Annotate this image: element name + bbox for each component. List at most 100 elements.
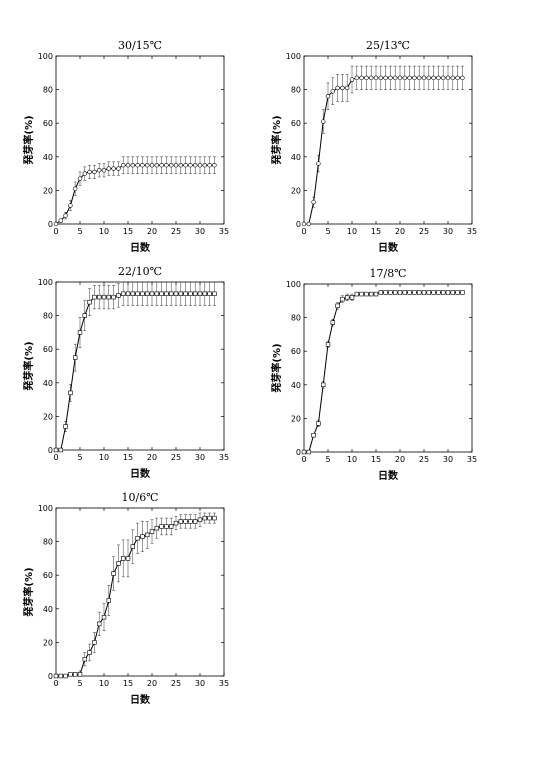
data-point — [345, 295, 350, 300]
y-tick-label: 60 — [43, 119, 53, 128]
series-line — [55, 164, 215, 225]
x-tick-label: 10 — [347, 227, 357, 236]
chart-30-15: 30/15℃ 0 5 10 15 20 25 30 35 0 20 40 60 80 100 日数 発芽率(%) — [10, 34, 250, 264]
data-point — [68, 672, 73, 677]
y-tick-label: 40 — [43, 153, 53, 162]
chart-17-8: 17/8℃ 0 5 10 15 20 25 30 35 0 20 40 60 80 100 日数 発芽率(%) — [258, 262, 498, 492]
data-point — [92, 640, 97, 645]
data-point — [426, 290, 431, 295]
y-tick-label: 60 — [43, 345, 53, 354]
data-point — [106, 598, 112, 603]
data-point — [197, 517, 203, 522]
x-tick-label: 15 — [123, 679, 133, 688]
y-tick-label: 40 — [291, 153, 301, 162]
series-line — [304, 291, 463, 453]
data-point — [135, 291, 140, 296]
data-point — [77, 672, 83, 677]
x-axis-label: 日数 — [130, 467, 151, 480]
x-tick-label: 20 — [147, 227, 157, 236]
data-point — [72, 672, 78, 677]
chart-title: 25/13℃ — [366, 39, 410, 52]
data-point — [301, 221, 307, 227]
data-point — [193, 291, 198, 296]
x-tick-label: 5 — [325, 455, 330, 464]
data-point — [178, 163, 184, 168]
data-point — [111, 571, 116, 576]
data-point — [301, 449, 307, 455]
data-point — [53, 447, 59, 453]
data-point — [173, 291, 179, 296]
y-tick-label: 40 — [43, 379, 53, 388]
chart-svg-17-8: 17/8℃ 0 5 10 15 20 25 30 35 0 20 40 60 80 100 日数 発芽率(%) — [270, 267, 477, 482]
data-point — [212, 291, 217, 296]
data-point — [426, 75, 432, 81]
data-point — [450, 75, 456, 81]
series-line — [304, 77, 463, 225]
data-point — [407, 290, 412, 295]
chart-svg-25-13: 25/13℃ 0 5 10 15 20 25 30 35 0 20 40 60 80 100 日数 発芽率(%) — [270, 39, 477, 254]
data-point — [53, 673, 59, 679]
data-point — [125, 556, 131, 561]
data-point — [140, 291, 145, 296]
data-point — [316, 161, 321, 166]
data-point — [77, 330, 83, 335]
data-point — [97, 294, 102, 300]
data-point — [359, 291, 364, 297]
data-point — [101, 615, 107, 620]
data-point — [96, 168, 102, 173]
data-point — [431, 290, 436, 295]
data-point — [145, 291, 150, 296]
data-point — [207, 163, 212, 168]
x-tick-label: 0 — [301, 227, 306, 236]
data-point — [111, 294, 116, 300]
data-point — [441, 75, 446, 81]
data-point — [130, 163, 136, 168]
x-axis-label: 日数 — [378, 469, 399, 482]
x-tick-label: 5 — [77, 679, 82, 688]
data-point — [417, 75, 422, 81]
data-point — [72, 355, 78, 360]
y-tick-label: 0 — [48, 446, 53, 455]
data-point — [58, 218, 63, 223]
x-tick-label: 35 — [219, 453, 229, 462]
data-point — [316, 421, 321, 426]
y-tick-label: 80 — [291, 314, 301, 323]
y-tick-label: 100 — [38, 52, 53, 61]
data-point — [145, 163, 150, 168]
data-point — [325, 94, 331, 99]
x-tick-label: 35 — [219, 227, 229, 236]
data-point — [183, 163, 188, 168]
data-point — [87, 169, 92, 175]
data-point — [193, 519, 198, 524]
data-point — [183, 519, 188, 524]
y-tick-label: 60 — [291, 347, 301, 356]
series-line — [56, 517, 215, 677]
plot-frame — [55, 55, 225, 225]
y-axis-label: 発芽率(%) — [22, 341, 35, 391]
data-point — [188, 163, 193, 168]
data-point — [159, 291, 164, 296]
data-point — [121, 556, 126, 561]
plot-frame — [303, 283, 473, 453]
data-point — [344, 85, 350, 91]
data-point — [421, 75, 427, 81]
y-tick-label: 40 — [43, 605, 53, 614]
y-axis-label: 発芽率(%) — [22, 115, 35, 165]
data-point — [207, 515, 212, 521]
data-point — [202, 515, 207, 521]
data-point — [450, 290, 455, 295]
data-point — [378, 75, 384, 81]
data-point — [197, 163, 203, 168]
data-point — [159, 524, 164, 529]
data-point — [460, 75, 465, 81]
data-point — [169, 524, 174, 529]
data-point — [140, 534, 145, 539]
x-tick-label: 0 — [53, 453, 58, 462]
data-point — [58, 447, 64, 453]
data-point — [306, 449, 312, 455]
data-point — [311, 433, 316, 438]
data-point — [330, 89, 336, 94]
y-tick-label: 20 — [43, 186, 53, 195]
data-point — [183, 291, 188, 296]
data-point — [373, 75, 379, 81]
